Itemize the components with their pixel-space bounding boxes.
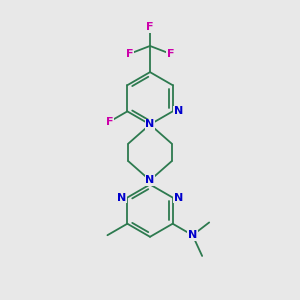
Text: N: N: [146, 119, 154, 130]
Text: N: N: [174, 193, 183, 202]
Text: N: N: [174, 106, 183, 116]
Text: F: F: [106, 117, 113, 127]
Text: F: F: [146, 22, 154, 32]
Text: N: N: [117, 193, 126, 202]
Text: F: F: [167, 49, 175, 59]
Text: N: N: [146, 175, 154, 185]
Text: F: F: [125, 49, 133, 59]
Text: N: N: [188, 230, 197, 240]
